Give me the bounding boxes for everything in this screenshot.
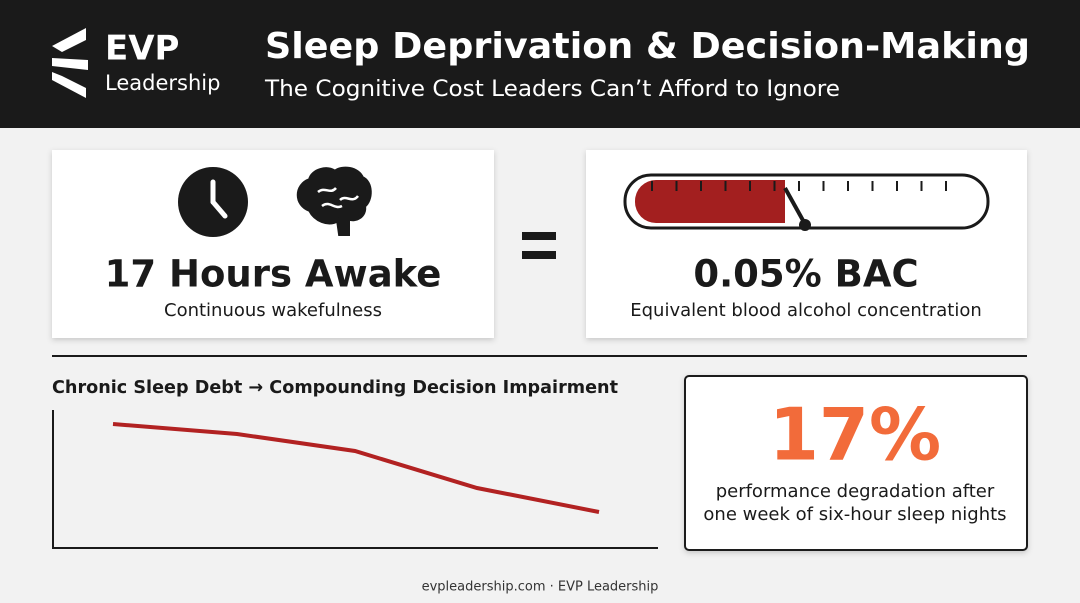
footer: evpleadership.com · EVP Leadership <box>422 580 659 595</box>
title: Sleep Deprivation & Decision-Making <box>265 26 1030 67</box>
trend-title: Chronic Sleep Debt → Compounding Decisio… <box>52 377 618 398</box>
stat-caption: one week of six-hour sleep nights <box>703 504 1006 525</box>
stat-caption: performance degradation after <box>716 481 995 502</box>
caption: Continuous wakefulness <box>164 300 382 321</box>
headline: 0.05% BAC <box>693 253 918 296</box>
subtitle: The Cognitive Cost Leaders Can’t Afford … <box>264 77 840 102</box>
card <box>52 150 494 338</box>
gauge-icon <box>623 173 990 231</box>
logo-icon <box>52 28 88 98</box>
trend-line <box>112 422 600 514</box>
equals-sign <box>522 232 556 259</box>
headline: 17 Hours Awake <box>105 253 442 296</box>
stat-box <box>684 375 1028 551</box>
axes <box>52 410 658 549</box>
clock-icon <box>178 167 248 237</box>
logo-title: EVP <box>105 29 179 69</box>
header-bar <box>0 0 1080 128</box>
caption: Equivalent blood alcohol concentration <box>630 300 982 321</box>
logo-subtitle: Leadership <box>105 71 220 95</box>
brain-icon <box>296 166 372 236</box>
stat-value: 17% <box>769 393 941 477</box>
